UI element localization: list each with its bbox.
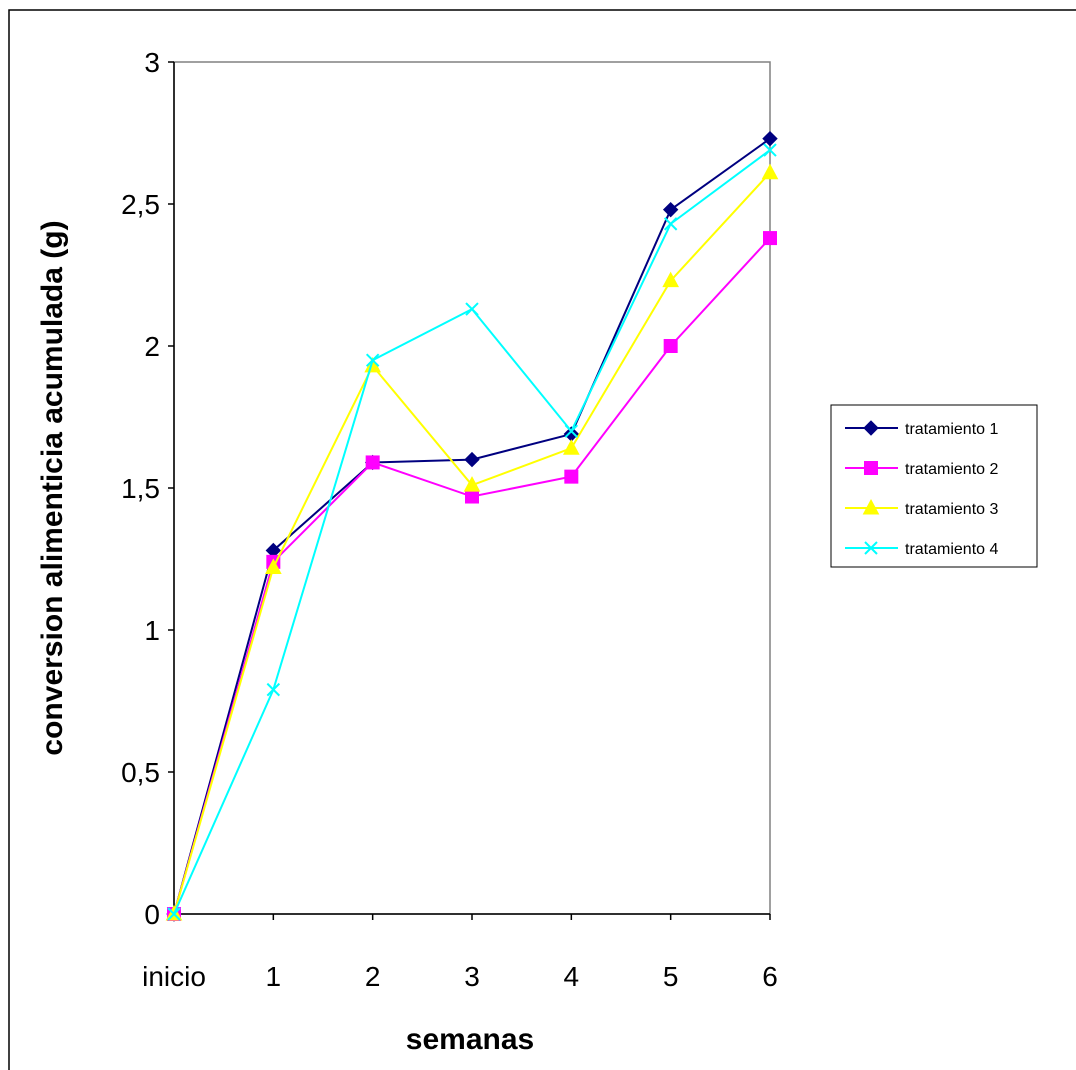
x-tick-label: 1 <box>266 961 282 992</box>
data-point <box>763 143 777 157</box>
legend-label: tratamiento 2 <box>905 461 998 478</box>
x-marker-stroke <box>663 217 678 231</box>
y-tick-label: 2 <box>144 331 160 362</box>
y-tick-label: 3 <box>144 47 160 78</box>
x-ticks: inicio 1 2 3 4 5 6 <box>142 914 778 992</box>
x-marker-stroke <box>763 143 777 157</box>
series-group <box>165 130 779 922</box>
x-tick-label: 4 <box>564 961 580 992</box>
x-tick-label: 2 <box>365 961 381 992</box>
data-point <box>564 424 579 438</box>
legend-marker <box>863 420 879 436</box>
y-axis-title: conversion alimenticia acumulada (g) <box>36 220 69 755</box>
y-tick-label: 2,5 <box>121 189 160 220</box>
data-point <box>365 455 380 470</box>
data-point <box>662 271 680 288</box>
legend-label: tratamiento 4 <box>905 541 998 558</box>
x-tick-label: 5 <box>663 961 679 992</box>
x-marker-stroke <box>465 302 479 316</box>
y-tick-label: 1,5 <box>121 473 160 504</box>
legend-marker <box>864 541 878 555</box>
legend-marker <box>862 498 880 515</box>
legend-label: tratamiento 1 <box>905 421 998 438</box>
data-point <box>264 558 282 575</box>
legend-item-2: tratamiento 2 <box>845 461 998 478</box>
y-tick-label: 0,5 <box>121 757 160 788</box>
data-point <box>662 201 679 218</box>
legend-item-4: tratamiento 4 <box>845 541 998 558</box>
data-point <box>266 682 281 697</box>
legend-items: tratamiento 1 tratamiento 2 tratamiento 3 t… <box>845 420 998 558</box>
data-point <box>762 130 778 147</box>
x-marker-stroke <box>864 541 878 555</box>
data-point <box>463 476 481 492</box>
x-marker-stroke <box>365 353 380 367</box>
data-point <box>167 907 181 921</box>
legend-item-1: tratamiento 1 <box>845 420 998 438</box>
x-marker-stroke <box>564 424 579 438</box>
data-point <box>465 489 479 504</box>
data-point <box>562 439 580 455</box>
x-tick-label: inicio <box>142 961 206 992</box>
legend: tratamiento 1 tratamiento 2 tratamiento 3 t… <box>830 404 1038 568</box>
data-point <box>365 353 380 367</box>
legend-label: tratamiento 3 <box>905 501 998 518</box>
legend-item-3: tratamiento 3 <box>845 498 998 518</box>
data-point <box>564 469 579 484</box>
data-point <box>464 451 480 468</box>
legend-box <box>830 404 1038 568</box>
data-point <box>663 339 678 353</box>
y-tick-label: 0 <box>144 899 160 930</box>
data-point <box>663 217 678 231</box>
y-tick-label: 1 <box>144 615 160 646</box>
data-point <box>761 163 779 180</box>
x-tick-label: 3 <box>464 961 480 992</box>
x-axis-title: semanas <box>406 1023 534 1056</box>
x-marker-stroke <box>266 682 281 697</box>
data-point <box>465 302 479 316</box>
series-4 <box>167 143 777 921</box>
data-point <box>763 231 777 246</box>
x-marker-stroke <box>167 907 181 921</box>
x-tick-label: 6 <box>762 961 778 992</box>
y-ticks: 0 0,5 1 1,5 2 2,5 3 <box>121 47 174 930</box>
legend-marker <box>864 461 878 475</box>
